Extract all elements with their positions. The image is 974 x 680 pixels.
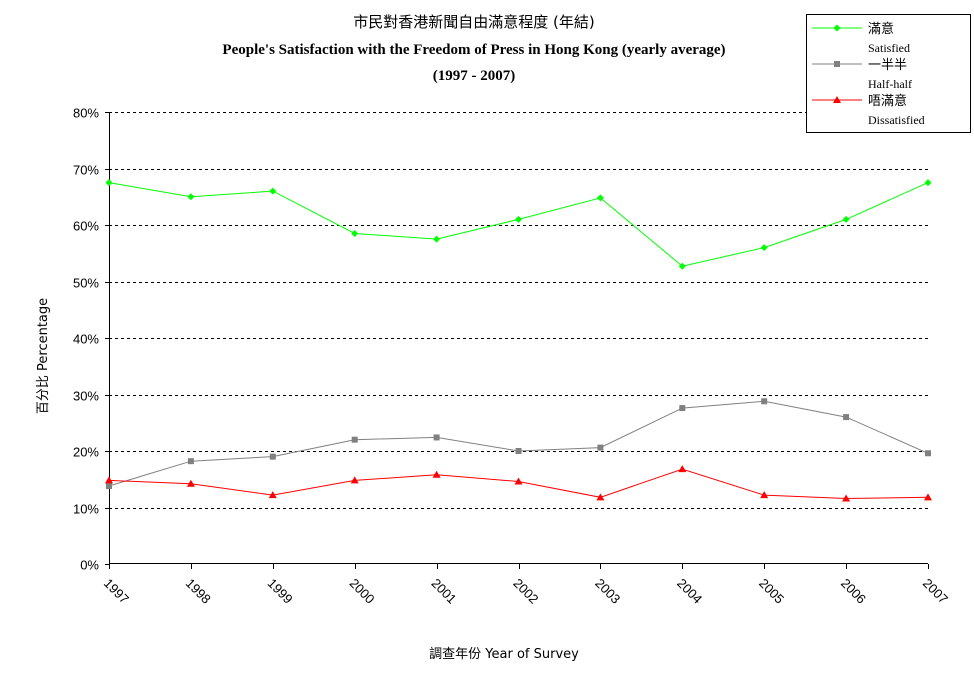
x-tick-label: 2001 <box>428 576 459 607</box>
data-point <box>843 414 850 421</box>
legend-swatch-marker <box>834 61 840 67</box>
x-tick-label: 2007 <box>920 576 951 607</box>
x-axis-label: 調查年份 Year of Survey <box>429 647 579 662</box>
y-tick-label: 20% <box>73 445 99 460</box>
chart-title-en: People's Satisfaction with the Freedom o… <box>222 42 725 58</box>
legend-items: 滿意 Satisfied 一半半 Half-half 唔滿意 Dissatisfied <box>812 21 925 127</box>
legend-label-en: Half-half <box>868 77 912 91</box>
data-point <box>433 434 440 441</box>
data-point <box>924 493 932 501</box>
series-satisfied <box>105 179 932 270</box>
data-point <box>351 229 359 237</box>
data-point <box>432 470 441 478</box>
data-point <box>187 193 195 201</box>
data-point <box>842 215 850 223</box>
data-point <box>596 194 604 202</box>
chart-title-period: (1997 - 2007) <box>433 68 516 84</box>
y-tick-label: 30% <box>73 389 99 404</box>
legend-item: 一半半 Half-half <box>812 58 912 91</box>
series-line <box>108 400 929 487</box>
data-point <box>106 483 112 490</box>
x-tick-label: 1999 <box>265 576 296 607</box>
legend-label-en: Satisfied <box>868 41 910 55</box>
series-half-half <box>106 398 931 490</box>
legend-item: 滿意 Satisfied <box>812 21 910 55</box>
y-tick-label: 60% <box>73 219 99 234</box>
y-tick-label: 10% <box>73 502 99 517</box>
data-point <box>269 187 277 195</box>
data-point <box>269 453 276 460</box>
series-line <box>108 182 929 267</box>
x-tick-label: 1998 <box>183 576 214 607</box>
y-tick-label: 70% <box>73 163 99 178</box>
data-point <box>679 405 686 412</box>
data-point <box>761 398 768 405</box>
legend-label-zh: 滿意 <box>868 21 894 37</box>
y-tick-label: 50% <box>73 276 99 291</box>
legend-label-en: Dissatisfied <box>868 113 925 127</box>
x-tick-label: 2002 <box>510 576 541 607</box>
y-tick-label: 0% <box>80 558 99 573</box>
data-point <box>187 458 194 465</box>
x-tick-label: 2006 <box>838 576 869 607</box>
legend-box <box>806 14 971 133</box>
legend: 滿意 Satisfied 一半半 Half-half 唔滿意 Dissatisfied <box>806 14 971 133</box>
data-point <box>760 244 768 252</box>
data-point <box>351 436 358 443</box>
x-tick-label: 2003 <box>592 576 623 607</box>
data-point <box>678 262 686 270</box>
data-point <box>514 477 523 485</box>
data-point <box>186 479 195 487</box>
series-dissatisfied <box>105 465 932 502</box>
y-axis-label: 百分比 Percentage <box>36 298 51 414</box>
data-point <box>105 476 113 484</box>
legend-label-zh: 唔滿意 <box>868 93 907 109</box>
x-tick-label: 2004 <box>674 576 705 607</box>
data-point <box>105 179 113 187</box>
data-point <box>268 491 277 499</box>
legend-item: 唔滿意 Dissatisfied <box>812 93 925 127</box>
x-tick-label: 2005 <box>756 576 787 607</box>
data-point <box>842 494 851 502</box>
x-axis-ticks: 1997 1998 1999 2000 2001 2002 2003 2004 2005 2006… <box>101 564 951 607</box>
y-tick-label: 80% <box>73 106 99 121</box>
series-layer <box>105 179 932 502</box>
legend-swatch-marker <box>833 24 841 32</box>
y-tick-label: 40% <box>73 332 99 347</box>
data-point <box>925 450 931 457</box>
data-point <box>433 235 441 243</box>
chart-title: 市民對香港新聞自由滿意程度 (年結) People's Satisfaction… <box>222 13 725 84</box>
data-point <box>350 476 359 484</box>
legend-label-zh: 一半半 <box>868 58 907 73</box>
data-point <box>597 444 604 451</box>
x-tick-label: 2000 <box>347 576 378 607</box>
data-point <box>678 465 687 473</box>
legend-swatch-marker <box>833 96 841 103</box>
data-point <box>924 179 932 187</box>
data-point <box>596 493 605 501</box>
y-axis-ticks: 0% 10% 20% 30% 40% 50% 60% 70% 80% <box>73 106 109 573</box>
data-point <box>515 448 522 454</box>
data-point <box>515 215 522 223</box>
chart-title-zh: 市民對香港新聞自由滿意程度 (年結) <box>353 13 594 31</box>
x-tick-label: 1997 <box>101 576 132 607</box>
data-point <box>760 491 769 499</box>
